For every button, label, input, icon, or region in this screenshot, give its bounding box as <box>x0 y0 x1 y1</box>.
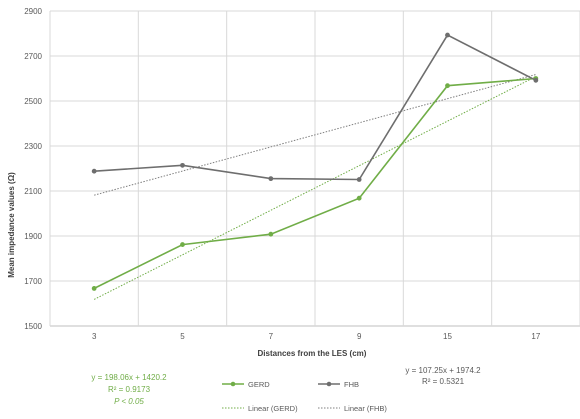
data-point-fhb <box>445 32 450 38</box>
y-tick-label: 2300 <box>24 142 42 151</box>
x-axis-label: Distances from the LES (cm) <box>258 349 367 358</box>
y-axis-label: Mean impedance values (Ω) <box>7 172 16 278</box>
legend-item-fhb: FHB <box>318 380 359 389</box>
gerd-r2: R² = 0.9173 <box>108 385 151 394</box>
series-markers <box>91 32 539 291</box>
legend-marker-fhb <box>326 381 332 387</box>
data-point-gerd <box>268 231 274 237</box>
legend-item-linear-fhb: Linear (FHB) <box>318 404 387 413</box>
y-tick-label: 2900 <box>24 7 42 16</box>
series-line-fhb <box>94 34 537 181</box>
y-tick-label: 1500 <box>24 322 42 331</box>
data-point-gerd <box>445 83 450 89</box>
legend-item-linear-gerd: Linear (GERD) <box>222 404 298 413</box>
data-point-fhb <box>180 162 185 168</box>
y-tick-label: 2500 <box>24 97 42 106</box>
x-tick-label: 17 <box>531 332 540 341</box>
data-point-gerd <box>91 286 97 291</box>
y-tick-label: 2700 <box>24 52 42 61</box>
legend-marker-gerd <box>230 381 236 387</box>
x-tick-label: 3 <box>92 332 97 341</box>
series-line-gerd <box>93 77 536 290</box>
y-tick-label: 2100 <box>24 187 42 196</box>
y-tick-label: 1900 <box>24 232 42 241</box>
x-tick-label: 15 <box>443 332 452 341</box>
trendline-gerd <box>93 76 537 300</box>
legend-label-linear-fhb: Linear (FHB) <box>344 404 387 413</box>
data-point-fhb <box>356 177 362 182</box>
gerd-equation: y = 198.06x + 1420.2 <box>91 373 167 382</box>
data-point-gerd <box>180 242 185 247</box>
legend-label-fhb: FHB <box>344 380 359 389</box>
data-point-fhb <box>268 176 274 182</box>
data-point-gerd <box>356 195 362 201</box>
series-lines <box>93 34 537 290</box>
x-tick-label: 9 <box>357 332 362 341</box>
legend-item-gerd: GERD <box>222 380 270 389</box>
legend: GERD FHB Linear (GERD) Linear (FHB) <box>222 380 387 413</box>
x-tick-label: 5 <box>180 332 185 341</box>
y-tick-labels: 1500 1700 1900 2100 2300 2500 2700 2900 <box>24 7 42 331</box>
y-tick-label: 1700 <box>24 277 42 286</box>
gridlines <box>49 10 580 327</box>
legend-label-gerd: GERD <box>248 380 270 389</box>
data-point-fhb <box>91 168 97 174</box>
fhb-r2: R² = 0.5321 <box>422 377 465 386</box>
fhb-equation: y = 107.25x + 1974.2 <box>405 366 481 375</box>
trendline-fhb <box>94 74 536 196</box>
x-tick-label: 7 <box>269 332 274 341</box>
gerd-p-value: P < 0.05 <box>114 397 144 406</box>
data-point-fhb <box>533 77 539 83</box>
x-tick-labels: 3 5 7 9 15 17 <box>92 332 541 341</box>
legend-label-linear-gerd: Linear (GERD) <box>248 404 298 413</box>
trendlines <box>93 74 537 300</box>
